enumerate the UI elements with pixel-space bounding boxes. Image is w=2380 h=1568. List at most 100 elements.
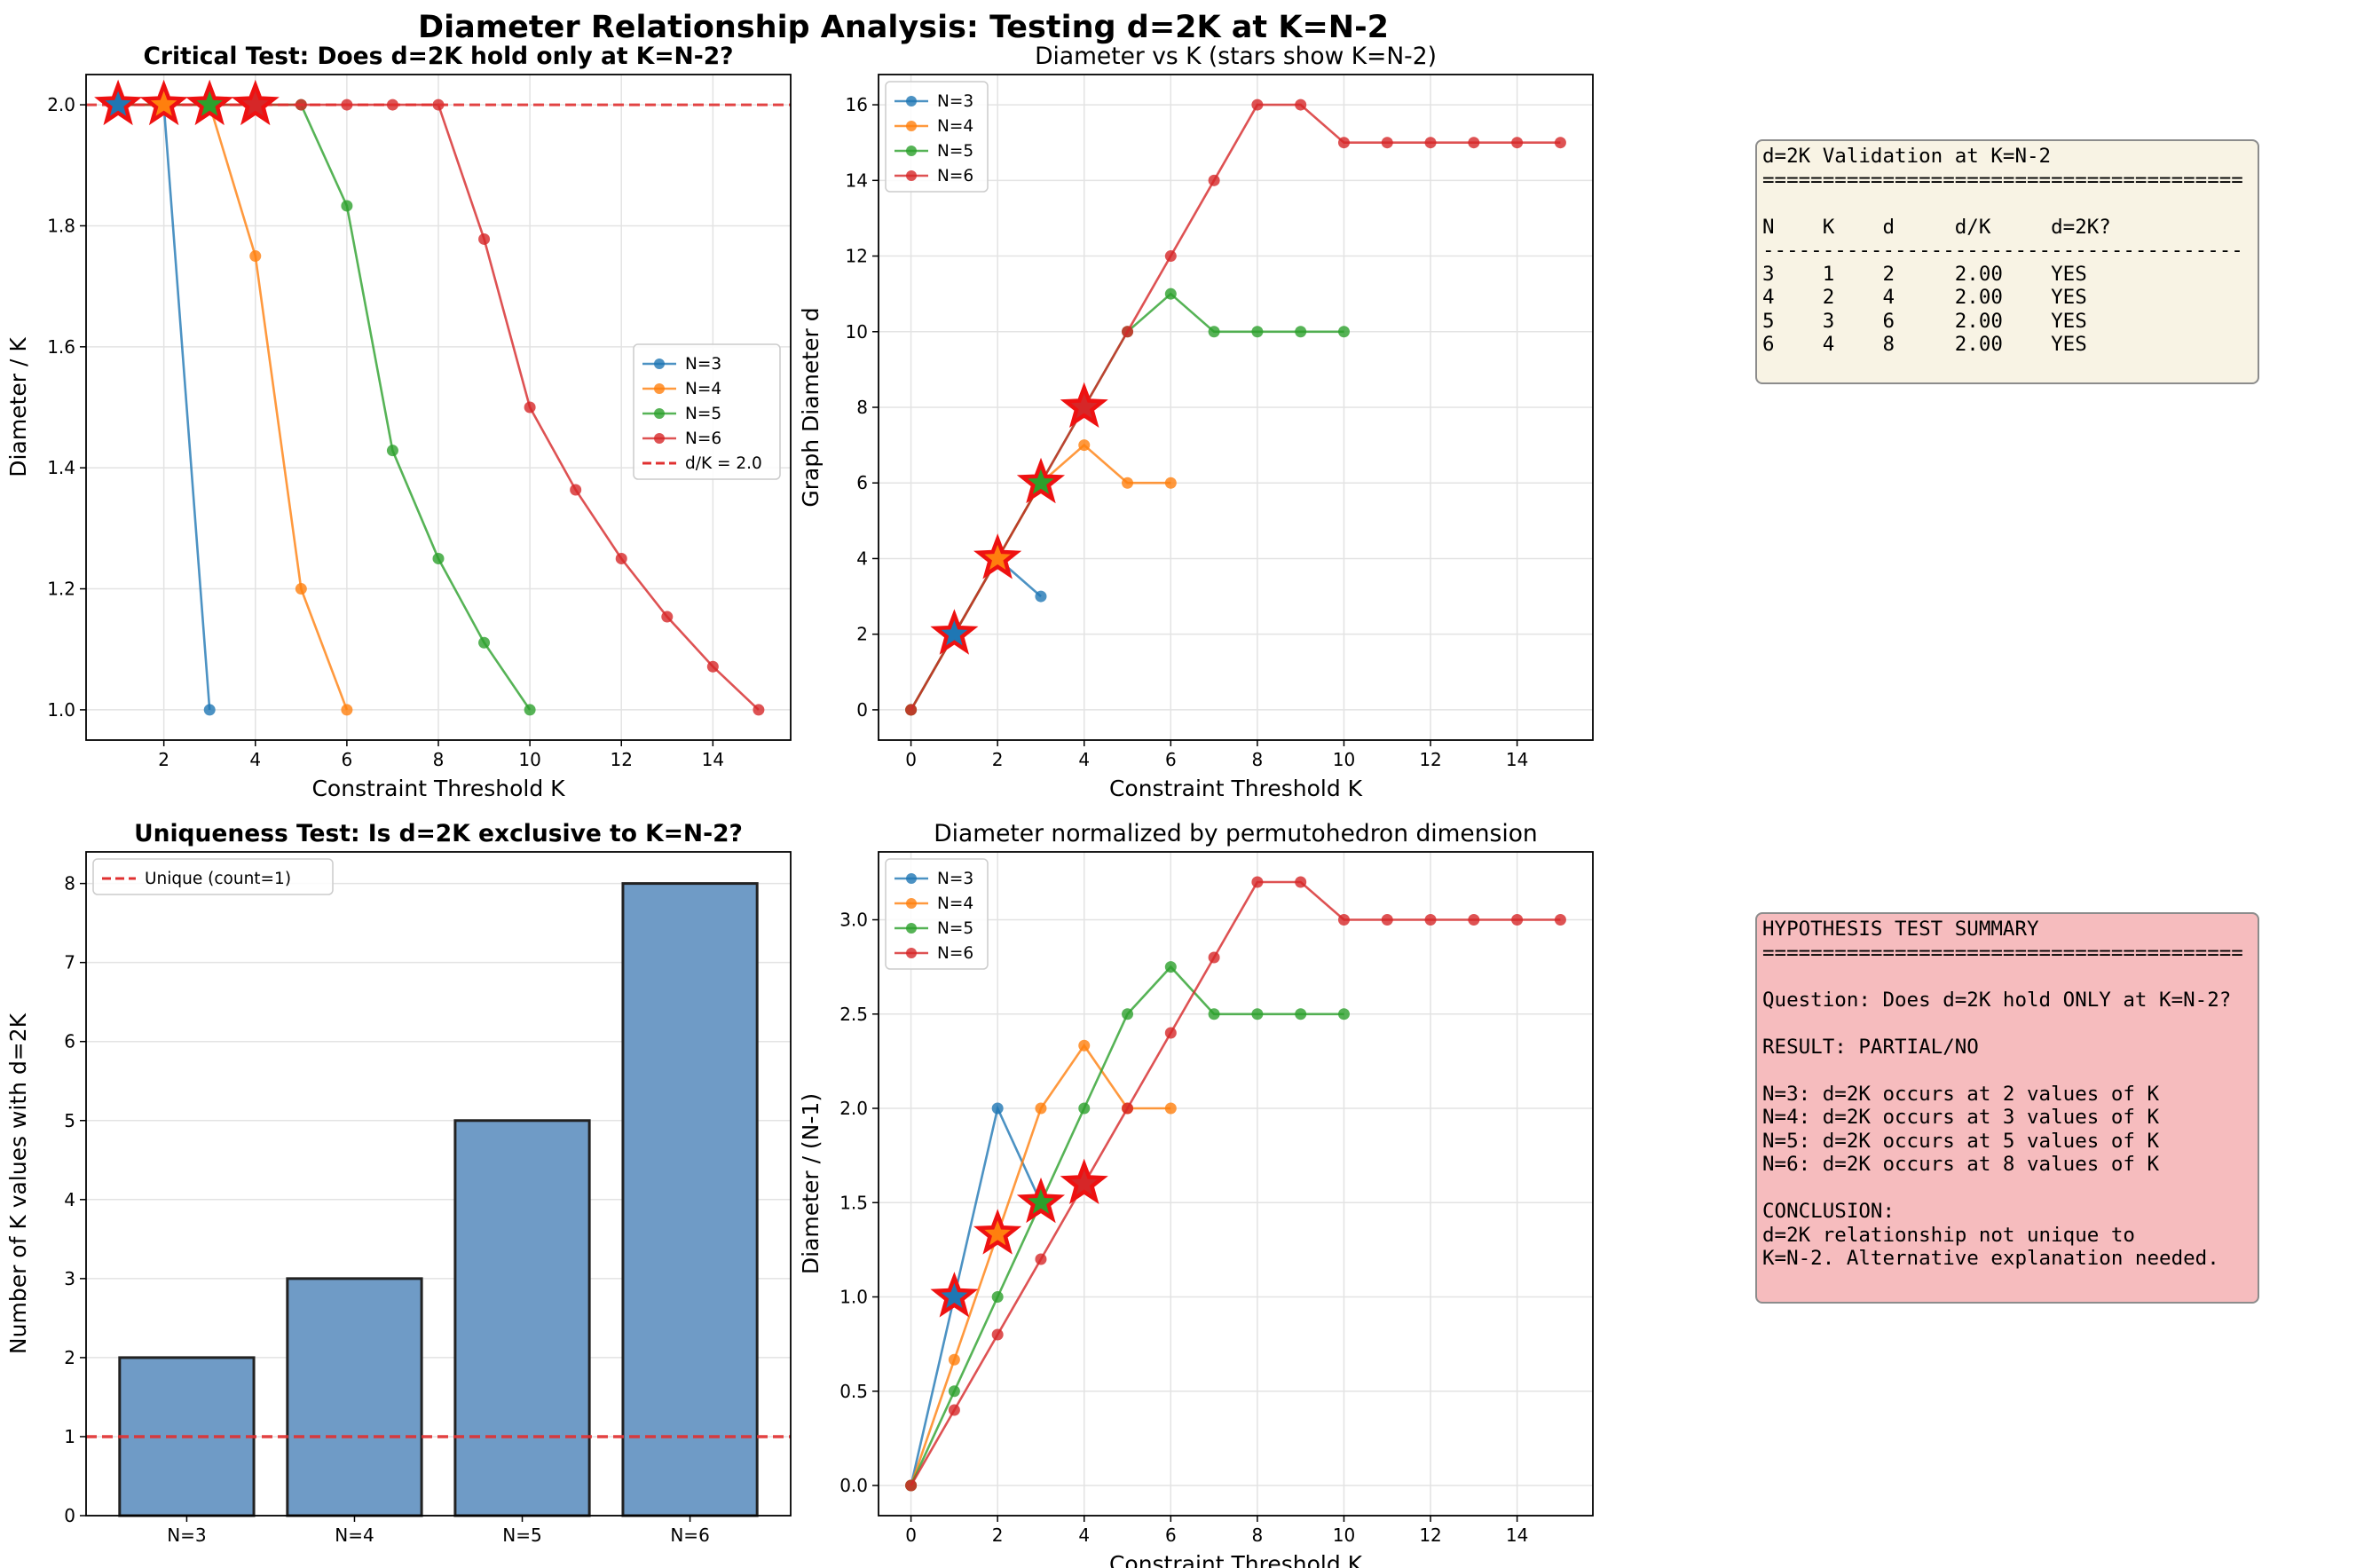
data-point	[948, 1404, 960, 1416]
data-point	[615, 552, 627, 564]
data-point	[249, 250, 262, 263]
tick-label-y: 0.5	[839, 1381, 868, 1402]
data-point	[991, 1328, 1004, 1341]
series-line	[910, 292, 1344, 711]
tick-label-y: 7	[64, 952, 75, 973]
tick-label-x: N=4	[335, 1525, 374, 1546]
k-equals-n-minus-2-star	[185, 79, 234, 126]
axes-title: Diameter vs K (stars show K=N-2)	[1035, 43, 1437, 70]
tick-label-x: 10	[1333, 1525, 1355, 1546]
data-point	[1511, 137, 1524, 149]
data-point	[1381, 137, 1393, 149]
data-point	[570, 484, 582, 496]
tick-label-x: 8	[1252, 749, 1264, 770]
tick-label-y: 1.5	[839, 1192, 868, 1213]
k-equals-n-minus-2-star	[139, 79, 188, 126]
tick-label-x: 0	[905, 749, 917, 770]
data-point	[1208, 951, 1220, 964]
legend-swatch-marker	[654, 433, 665, 444]
data-point	[905, 704, 918, 716]
data-point	[203, 704, 216, 716]
tick-label-x: 2	[992, 1525, 1004, 1546]
tick-label-x: 14	[1506, 749, 1528, 770]
data-point	[753, 704, 765, 716]
series-line	[910, 1104, 1043, 1486]
legend-swatch-marker	[906, 170, 917, 181]
legend-swatch-marker	[654, 383, 665, 394]
data-point	[1164, 1027, 1177, 1039]
legend-entry-label: N=5	[685, 405, 721, 423]
tick-label-y: 14	[846, 169, 868, 191]
series-N5	[112, 98, 536, 716]
legend-swatch-marker	[906, 96, 917, 106]
data-point	[1251, 326, 1264, 338]
data-point	[1122, 1008, 1134, 1020]
axes-title: Critical Test: Does d=2K hold only at K=…	[143, 43, 733, 70]
axes-frame	[85, 851, 792, 1517]
series-N6	[905, 876, 1566, 1492]
legend-entry-label: N=6	[685, 429, 721, 448]
legend-swatch-marker	[906, 121, 917, 131]
plot-area	[86, 882, 791, 1517]
legend-entry-label: N=5	[937, 919, 973, 938]
legend-entry-label: N=3	[937, 92, 973, 111]
data-point	[1035, 1102, 1047, 1115]
tick-label-x: N=5	[502, 1525, 541, 1546]
tick-label-y: 16	[846, 94, 868, 115]
tick-label-x: 10	[518, 749, 540, 770]
data-point	[1295, 1008, 1307, 1020]
x-axis-label: Constraint Threshold K	[311, 776, 565, 801]
bar-N5	[453, 1119, 591, 1517]
legend-entry-label: N=3	[685, 355, 721, 374]
series-N5	[905, 961, 1350, 1492]
data-point	[1424, 914, 1437, 926]
data-point	[1251, 1008, 1264, 1020]
tick-label-y: 5	[64, 1110, 75, 1131]
data-point	[386, 445, 398, 457]
axes-frame	[878, 851, 1594, 1517]
data-point	[905, 1479, 918, 1492]
axes-critical-test: 1.0 1.2 1.4 1.6 1.8 2.0 2 4 6 8 10 12 14 Critical Tes…	[5, 43, 792, 801]
tick-label-x: N=6	[670, 1525, 709, 1546]
data-point	[1295, 98, 1307, 111]
data-point	[1511, 914, 1524, 926]
axes-diameter-vs-k: 0 2 4 6 8 10 12 14 16 0 2 4 6 8 10 12 14 Diameter vs K (s…	[798, 43, 1594, 801]
tick-label-x: 14	[702, 749, 724, 770]
y-axis-label: Diameter / (N-1)	[798, 1093, 824, 1274]
y-axis-label: Diameter / K	[5, 337, 31, 477]
tick-label-y: 12	[846, 246, 868, 267]
tick-label-x: 2	[992, 749, 1004, 770]
tick-label-x: 6	[342, 749, 353, 770]
tick-label-x: 6	[1165, 749, 1177, 770]
data-point	[1078, 1039, 1091, 1052]
axes-title: Uniqueness Test: Is d=2K exclusive to K=…	[134, 820, 743, 847]
legend-entry-label: N=4	[937, 894, 973, 913]
bar-N6	[621, 882, 759, 1517]
tick-label-y: 1	[64, 1426, 75, 1447]
data-point	[706, 660, 719, 673]
series-line	[910, 880, 1561, 1486]
data-point	[1122, 477, 1134, 489]
k-equals-n-minus-2-star	[1060, 382, 1108, 429]
data-point	[1035, 590, 1047, 603]
k-equals-n-minus-2-star	[1016, 457, 1066, 504]
hypothesis-summary-textbox: HYPOTHESIS TEST SUMMARY ================…	[1755, 912, 2259, 1304]
tick-label-y: 2	[856, 624, 868, 645]
tick-label-y: 1.2	[47, 579, 75, 600]
legend-entry-label: N=6	[937, 944, 973, 963]
tick-label-y: 0	[64, 1505, 75, 1526]
legend-frame	[633, 343, 781, 480]
data-point	[478, 232, 491, 245]
data-point	[1164, 1102, 1177, 1115]
k-equals-n-minus-2-star	[1016, 1177, 1066, 1224]
data-point	[948, 1353, 960, 1366]
data-point	[524, 704, 536, 716]
tick-label-y: 6	[64, 1031, 75, 1052]
data-point	[1337, 1008, 1350, 1020]
data-point	[948, 1385, 960, 1398]
data-point	[295, 583, 307, 595]
tick-label-y: 2.5	[839, 1004, 868, 1025]
data-point	[1122, 326, 1134, 338]
legend: Unique (count=1)	[92, 858, 334, 895]
legend-swatch-marker	[906, 923, 917, 934]
